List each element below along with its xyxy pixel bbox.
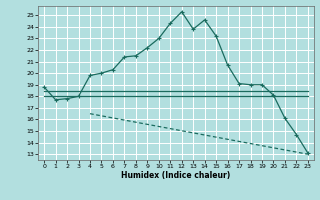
X-axis label: Humidex (Indice chaleur): Humidex (Indice chaleur) <box>121 171 231 180</box>
